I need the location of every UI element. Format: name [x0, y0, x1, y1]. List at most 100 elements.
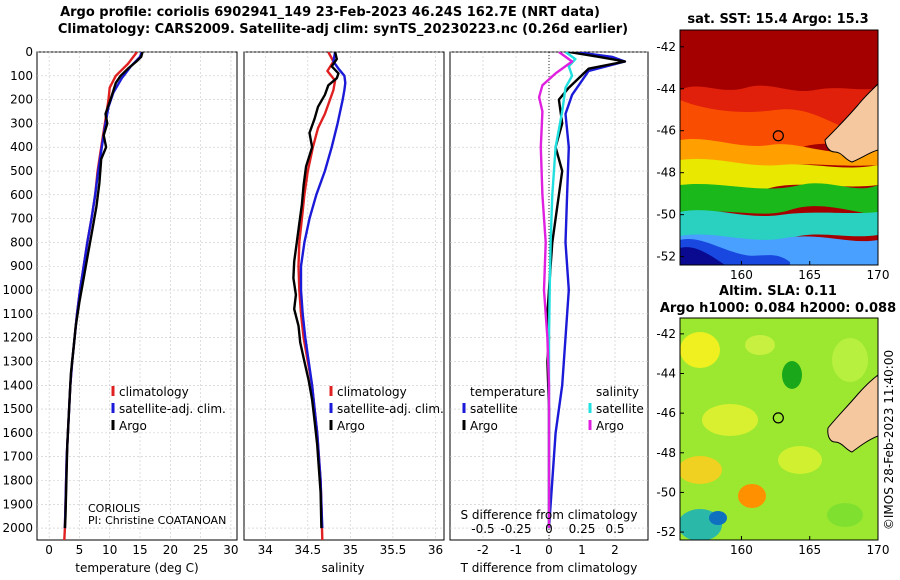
salinity-argo-line — [292, 52, 340, 529]
sla-blob — [702, 404, 758, 436]
sla-blob — [709, 511, 727, 525]
map-y-tick-label: -48 — [656, 166, 676, 180]
legend-argo-label: Argo — [337, 419, 365, 433]
y-tick-label: 1400 — [2, 378, 33, 392]
map-y-tick-label: -46 — [656, 406, 676, 420]
legend-s-satellite-label: satellite — [596, 402, 644, 416]
legend-temperature-title: temperature — [470, 385, 545, 399]
sla-land-newzealand — [827, 374, 878, 453]
x-tick-label: 35.5 — [380, 543, 407, 557]
map-x-tick-label: 160 — [730, 543, 753, 557]
x-top-tick-label: -0.25 — [500, 522, 531, 536]
legend-satellite-label: satellite-adj. clim. — [337, 402, 444, 416]
map-y-tick-label: -44 — [656, 82, 676, 96]
map-y-tick-label: -42 — [656, 40, 676, 54]
x-top-tick-label: 0 — [545, 522, 553, 536]
legend-t-argo-label: Argo — [470, 419, 498, 433]
y-tick-label: 300 — [10, 116, 33, 130]
y-tick-label: 1100 — [2, 307, 33, 321]
legend-argo-label: Argo — [119, 419, 147, 433]
map-y-tick-label: -52 — [656, 525, 676, 539]
x-tick-label: 34.5 — [294, 543, 321, 557]
credit-text: CORIOLIS — [88, 502, 140, 515]
difference-salinity-argo-line — [537, 52, 574, 529]
temperature-axes — [36, 51, 238, 541]
sla-blob — [827, 503, 863, 527]
legend-climatology-label: climatology — [119, 385, 189, 399]
x-tick-label: 20 — [163, 543, 178, 557]
map-y-tick-label: -46 — [656, 124, 676, 138]
sst-map: sat. SST: 15.4 Argo: 15.3 160 165 170 -42 -4… — [656, 12, 889, 282]
sst-band-yellow — [680, 158, 878, 191]
x-tick-label: 1 — [578, 543, 586, 557]
sla-map-frame — [679, 317, 879, 541]
sst-argo-marker — [772, 130, 784, 142]
title-line-2: Climatology: CARS2009. Satellite-adj cli… — [58, 22, 628, 37]
x-tick-label: 34 — [258, 543, 273, 557]
sst-band-darkblue — [680, 247, 725, 265]
x-tick-label: 0 — [45, 543, 53, 557]
map-x-tick-label: 170 — [867, 268, 890, 282]
difference-salinity-satellite-line — [547, 52, 577, 529]
map-y-tick-label: -48 — [656, 446, 676, 460]
sla-blob — [680, 332, 720, 368]
legend-t-satellite-label: satellite — [470, 402, 518, 416]
x-tick-label: 2 — [611, 543, 619, 557]
y-tick-label: 1800 — [2, 473, 33, 487]
legend-salinity-title: salinity — [596, 385, 639, 399]
x-tick-label: 10 — [102, 543, 117, 557]
sla-blob — [778, 446, 822, 474]
difference-panel: -2 -1 0 1 2 -0.5 -0.25 0 0.25 0.5 T difference fr… — [449, 51, 649, 575]
y-tick-label: 600 — [10, 188, 33, 202]
map-y-tick-label: -50 — [656, 208, 676, 222]
salinity-axes — [243, 51, 445, 541]
y-tick-label: 1900 — [2, 497, 33, 511]
sla-blob — [680, 456, 722, 484]
difference-xlabel-top: S difference from climatology — [461, 508, 638, 522]
difference-xlabel-bottom: T difference from climatology — [460, 561, 638, 575]
y-tick-label: 1700 — [2, 450, 33, 464]
map-x-tick-label: 165 — [798, 268, 821, 282]
salinity-satellite-adj-clim--line — [299, 52, 347, 529]
y-tick-label: 100 — [10, 69, 33, 83]
y-tick-label: 900 — [10, 259, 33, 273]
y-tick-label: 0 — [25, 45, 33, 59]
x-tick-label: 35 — [343, 543, 358, 557]
sla-map-title-1: Altim. SLA: 0.11 — [719, 284, 837, 299]
sla-blob — [782, 361, 802, 389]
map-x-tick-label: 165 — [798, 543, 821, 557]
x-tick-label: -1 — [510, 543, 522, 557]
y-tick-label: 500 — [10, 164, 33, 178]
sst-map-title: sat. SST: 15.4 Argo: 15.3 — [687, 12, 868, 27]
sst-band-green — [680, 183, 878, 215]
y-tick-label: 1600 — [2, 426, 33, 440]
map-x-tick-label: 160 — [730, 268, 753, 282]
y-tick-label: 200 — [10, 93, 33, 107]
map-y-tick-label: -52 — [656, 250, 676, 264]
y-tick-label: 1300 — [2, 354, 33, 368]
temperature-panel: 0100200300400500600700800900100011001200… — [2, 45, 238, 575]
legend-satellite-label: satellite-adj. clim. — [119, 402, 226, 416]
sla-blob — [745, 335, 775, 355]
x-tick-label: 0 — [545, 543, 553, 557]
map-y-tick-label: -44 — [656, 367, 676, 381]
salinity-xlabel: salinity — [321, 561, 364, 575]
y-tick-label: 400 — [10, 140, 33, 154]
pi-text: PI: Christine COATANOAN — [88, 514, 226, 527]
y-tick-label: 800 — [10, 235, 33, 249]
map-y-tick-label: -50 — [656, 485, 676, 499]
sst-land-newzealand — [824, 83, 878, 163]
x-tick-label: 30 — [223, 543, 238, 557]
x-tick-label: 5 — [76, 543, 84, 557]
y-tick-label: 700 — [10, 212, 33, 226]
sla-map: Altim. SLA: 0.11 Argo h1000: 0.084 h2000… — [656, 284, 896, 557]
map-y-tick-label: -42 — [656, 327, 676, 341]
x-tick-label: 25 — [193, 543, 208, 557]
sla-argo-marker — [772, 412, 784, 424]
map-x-tick-label: 170 — [867, 543, 890, 557]
difference-legend: temperature satellite Argo salinity sate… — [462, 385, 644, 433]
x-top-tick-label: 0.25 — [569, 522, 596, 536]
temperature-argo-line — [63, 52, 144, 529]
legend-s-argo-label: Argo — [596, 419, 624, 433]
